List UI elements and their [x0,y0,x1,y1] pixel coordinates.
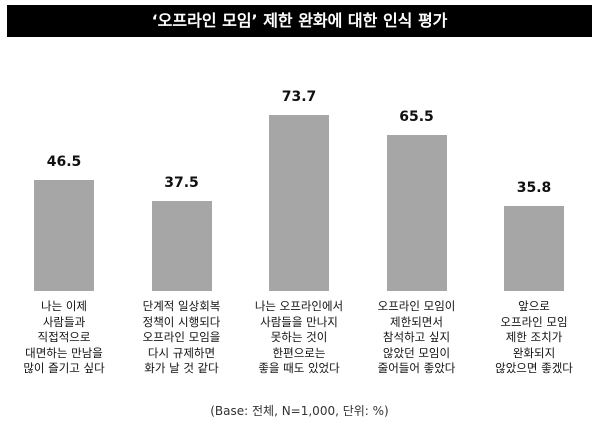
bar [151,201,212,291]
category-label: 오프라인 모임이 제한되면서 참석하고 싶지 않았던 모임이 줄어들어 좋았다 [377,299,456,375]
category-label: 나는 이제 사람들과 직접적으로 대면하는 만남을 많이 즐기고 싶다 [23,299,105,375]
value-label: 37.5 [164,175,199,192]
footnote: (Base: 전체, N=1,000, 단위: %) [210,404,389,418]
bar [504,205,564,291]
bar [386,134,447,291]
value-label: 35.8 [516,179,552,196]
chart-title: ‘오프라인 모임’ 제한 완화에 대한 인식 평가 [7,5,592,37]
bar [34,179,94,291]
category-label: 앞으로 오프라인 모임 제한 조치가 완화되지 않았으면 좋겠다 [495,299,573,375]
bar [269,115,329,291]
value-label: 46.5 [46,153,82,170]
value-label: 73.7 [281,89,317,105]
value-label: 65.5 [399,108,434,125]
category-label: 나는 오프라인에서 사람들을 만나지 못하는 것이 한편으로는 좋을 때도 있었… [254,299,344,375]
category-label: 단계적 일상회복 정책이 시행되다 오프라인 모임을 다시 규제하면 화가 날 … [142,299,221,375]
